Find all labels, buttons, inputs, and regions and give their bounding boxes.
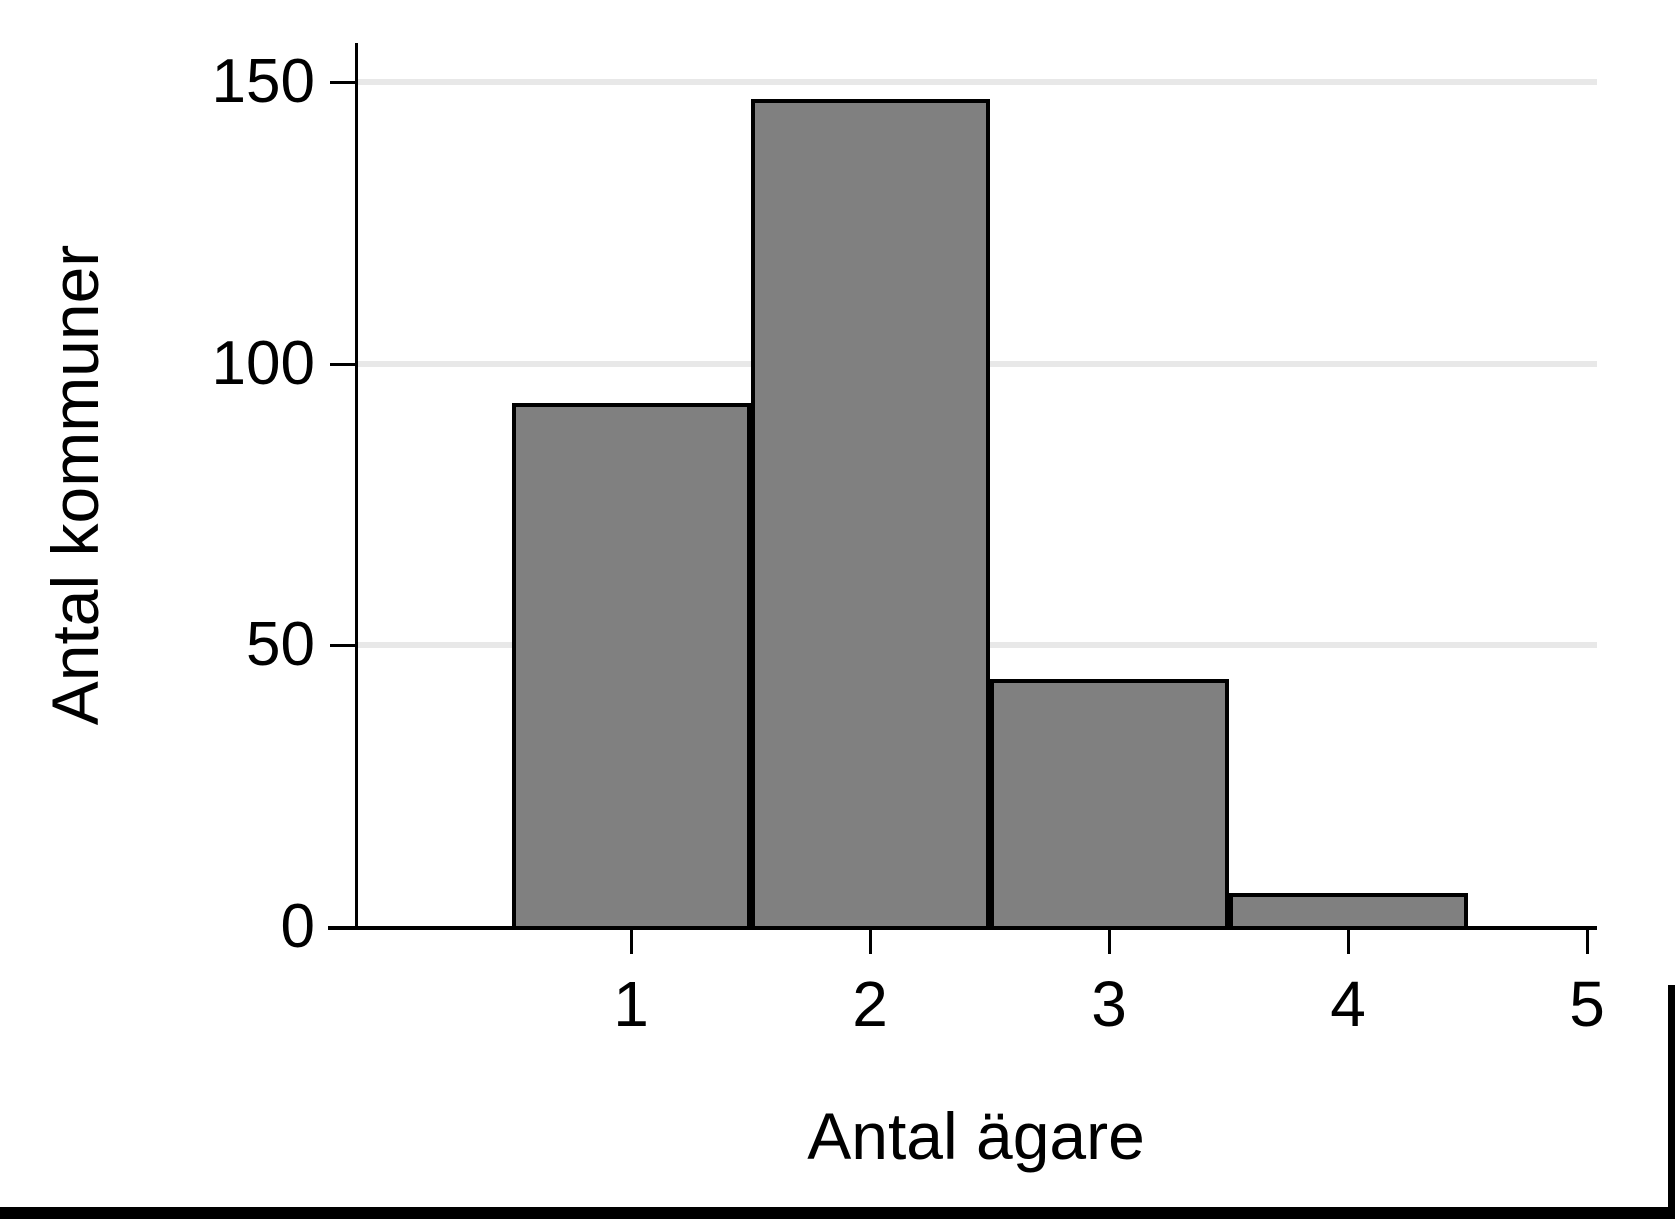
x-tick-label: 2 [852, 968, 888, 1040]
y-tick-label: 50 [246, 610, 315, 680]
x-tick-label: 4 [1330, 968, 1366, 1040]
x-tick-label: 1 [613, 968, 649, 1040]
page-bottom-border [0, 1207, 1675, 1219]
y-tick [330, 644, 355, 648]
y-axis-line [355, 43, 358, 930]
y-tick-label: 0 [280, 892, 315, 961]
x-tick [1586, 930, 1589, 954]
y-axis-title: Antal kommuner [38, 244, 112, 726]
x-tick [869, 930, 872, 954]
y-tick [330, 362, 355, 366]
histogram-bar [989, 679, 1229, 930]
x-tick [1108, 930, 1111, 954]
y-gridline [357, 79, 1597, 85]
histogram-bar [750, 98, 990, 930]
x-tick [630, 930, 633, 954]
x-axis-line [328, 926, 1597, 930]
y-tick-label: 150 [211, 47, 315, 116]
page-right-border [1668, 985, 1675, 1219]
x-tick [1347, 930, 1350, 954]
x-axis-title: Antal ägare [807, 1099, 1145, 1173]
histogram-bar [511, 403, 751, 930]
y-tick-label: 100 [211, 328, 315, 398]
y-tick [330, 81, 355, 84]
x-tick-label: 3 [1091, 968, 1127, 1040]
y-tick [330, 926, 355, 929]
histogram-bar [1228, 893, 1468, 930]
x-tick-label: 5 [1569, 968, 1605, 1040]
